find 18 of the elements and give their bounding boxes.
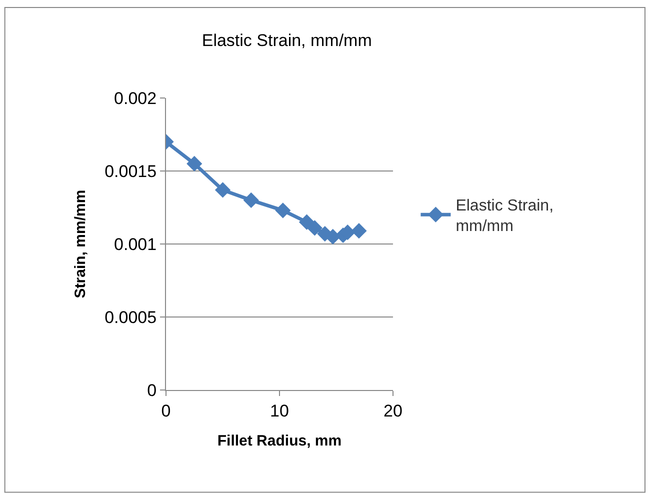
point [186, 156, 202, 172]
y-tick-label: 0.001 [114, 234, 157, 254]
x-axis-title: Fillet Radius, mm [217, 432, 342, 450]
y-tick-label: 0.002 [114, 88, 157, 108]
chart-title: Elastic Strain, mm/mm [202, 30, 372, 50]
point [306, 220, 322, 236]
y-axis-title: Strain, mm/mm [72, 190, 89, 298]
legend-label: Elastic Strain, mm/mm [456, 197, 554, 236]
y-tick-label: 0 [147, 380, 157, 400]
y-tick-label: 0.0005 [104, 308, 157, 327]
x-tick-label: 20 [384, 401, 402, 420]
point [275, 202, 291, 218]
point [351, 223, 367, 239]
x-tick-label: 10 [270, 401, 289, 420]
x-tick-label: 0 [161, 401, 171, 420]
point [214, 182, 231, 198]
point [243, 192, 259, 208]
y-tick-label: 0.0015 [104, 162, 157, 181]
